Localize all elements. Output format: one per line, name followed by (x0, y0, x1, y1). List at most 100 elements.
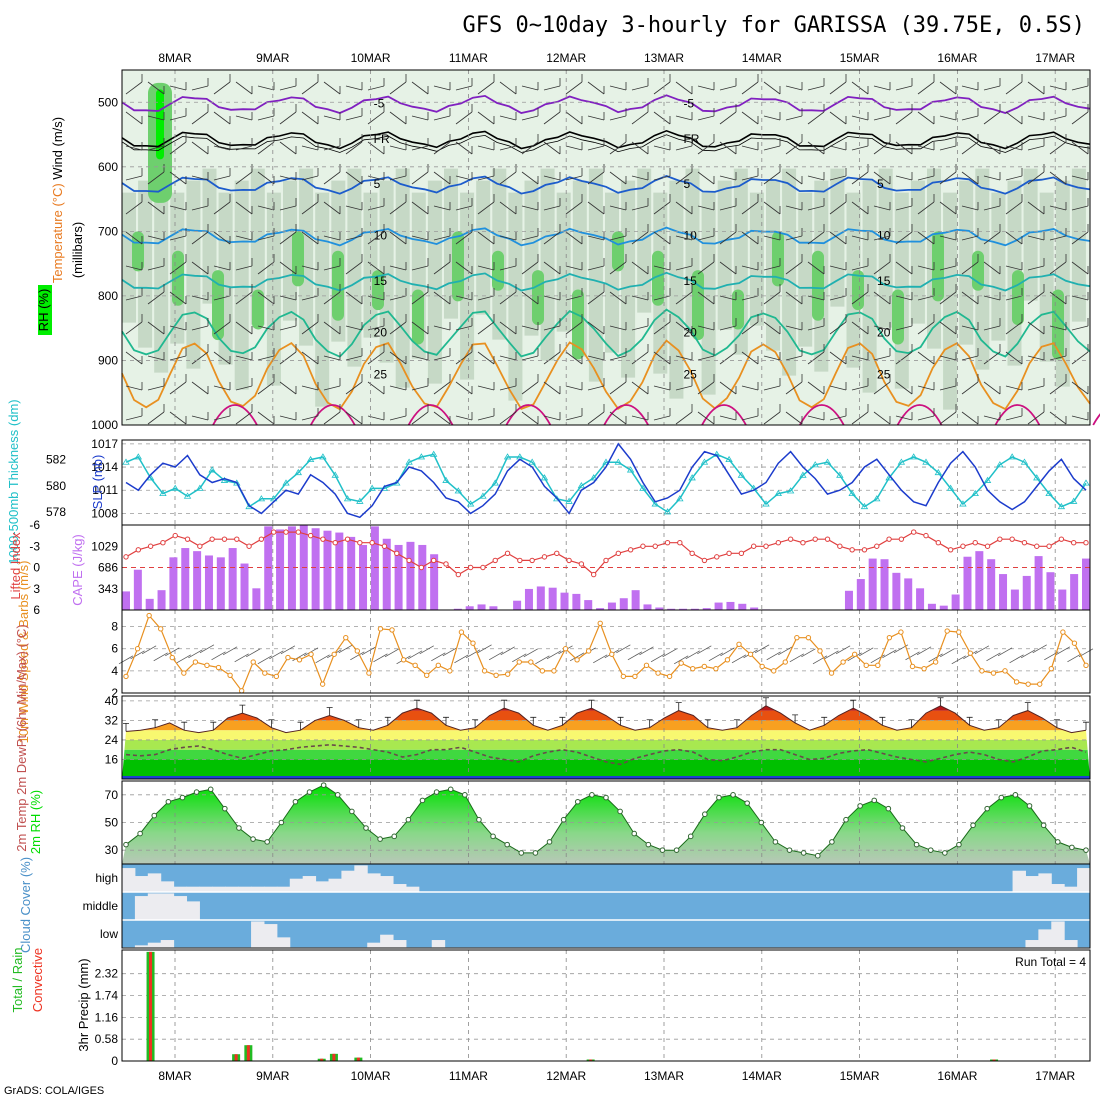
wind-barb (147, 385, 165, 391)
wind-barb (246, 648, 261, 658)
wind-barb (477, 265, 495, 271)
rh-band (283, 180, 297, 321)
panel-ylabel: Total / Rain (10, 947, 25, 1012)
wind-barb (407, 650, 423, 660)
data-point (602, 458, 610, 465)
series-line (125, 705, 1087, 734)
wind-barb (499, 411, 517, 425)
data-point (320, 536, 326, 542)
wind-barb (125, 111, 143, 125)
wind-barb (829, 175, 847, 181)
wind-barb (961, 171, 979, 185)
isotherm-label: 15 (877, 274, 891, 288)
wind-barb (521, 235, 539, 241)
wind-barb (851, 321, 869, 335)
wind-barb (741, 265, 759, 271)
run-total-annotation: Run Total = 4 (1015, 955, 1086, 969)
wind-barb (763, 411, 781, 425)
wind-barb (627, 651, 643, 661)
cape-bar (216, 557, 225, 610)
wind-barb (851, 265, 869, 271)
wind-barb (609, 235, 627, 241)
y-tick-label: 582 (46, 453, 66, 467)
wind-barb (741, 175, 759, 181)
wind-barb (191, 141, 209, 155)
wind-barb (1049, 325, 1067, 331)
wind-barb (807, 351, 825, 365)
y-tick-label: 16 (105, 752, 119, 766)
data-point (296, 657, 303, 663)
data-point (750, 543, 757, 549)
wind-barb (257, 235, 275, 241)
wind-barb (653, 295, 671, 301)
data-point (406, 557, 412, 564)
minmax-marker (821, 716, 828, 726)
data-point (332, 540, 338, 546)
wind-barb (213, 415, 231, 421)
wind-barb (301, 265, 319, 271)
wind-barb (631, 415, 649, 421)
wind-barb (741, 295, 759, 301)
data-point (956, 841, 962, 848)
data-point (1048, 665, 1055, 672)
wind-barb (411, 201, 429, 215)
ylabel-part: 2m Temp 2m DewPt (6hr Min/Max) (°C) (14, 624, 29, 851)
cape-bar (335, 532, 344, 610)
wind-barb (433, 205, 451, 211)
wind-barb (257, 655, 272, 665)
rh-cell (932, 231, 944, 302)
cape-bar (868, 558, 877, 610)
data-point (529, 557, 535, 564)
isotherm-label: 25 (877, 367, 891, 381)
wind-barb (213, 385, 231, 391)
data-point (737, 471, 746, 478)
wind-barb (731, 654, 747, 664)
wind-barb (147, 115, 165, 121)
x-tick-label: 16MAR (937, 1069, 977, 1083)
wind-barb (851, 171, 869, 185)
cape-bar (880, 559, 889, 610)
wind-barb (1055, 646, 1071, 656)
cape-bar (963, 556, 972, 610)
wind-barb (1005, 385, 1023, 391)
wind-barb (719, 231, 737, 245)
wind-barb (345, 171, 363, 185)
wind-barb (1027, 115, 1045, 121)
wind-barb (983, 415, 1001, 421)
cape-bar (513, 600, 522, 610)
data-point (812, 536, 818, 542)
rh-band (315, 192, 330, 407)
wind-barb (983, 381, 1001, 395)
cape-bar (975, 551, 984, 610)
cloud-bar (160, 940, 175, 948)
cloud-row-label: low (100, 927, 118, 941)
data-point (909, 663, 916, 670)
wind-barb (323, 81, 341, 95)
data-point (922, 458, 930, 465)
cape-bar (690, 608, 699, 610)
temp-area (122, 705, 1090, 779)
wind-barb (928, 653, 943, 663)
y-tick-label: 1014 (91, 460, 118, 474)
data-point (295, 529, 302, 535)
data-point (652, 543, 658, 549)
cloud-bar (380, 934, 394, 948)
wind-barb (609, 355, 627, 361)
data-point (851, 651, 858, 657)
data-point (363, 825, 369, 831)
wind-barb (279, 351, 297, 365)
wind-barb (521, 115, 539, 121)
wind-barb (499, 81, 517, 95)
isotherm-label: -5 (683, 96, 694, 110)
wind-barb (389, 415, 407, 421)
x-tick-label: 9MAR (256, 51, 290, 65)
wind-barb (1005, 295, 1023, 301)
ylabel-part: Wind (m/s) (50, 117, 65, 180)
wind-barb (213, 231, 231, 245)
wind-barb (1049, 235, 1067, 241)
isotherm-line (799, 404, 845, 426)
rh-cell (652, 250, 664, 306)
wind-barb (807, 261, 825, 275)
cloud-bar (1051, 884, 1065, 892)
